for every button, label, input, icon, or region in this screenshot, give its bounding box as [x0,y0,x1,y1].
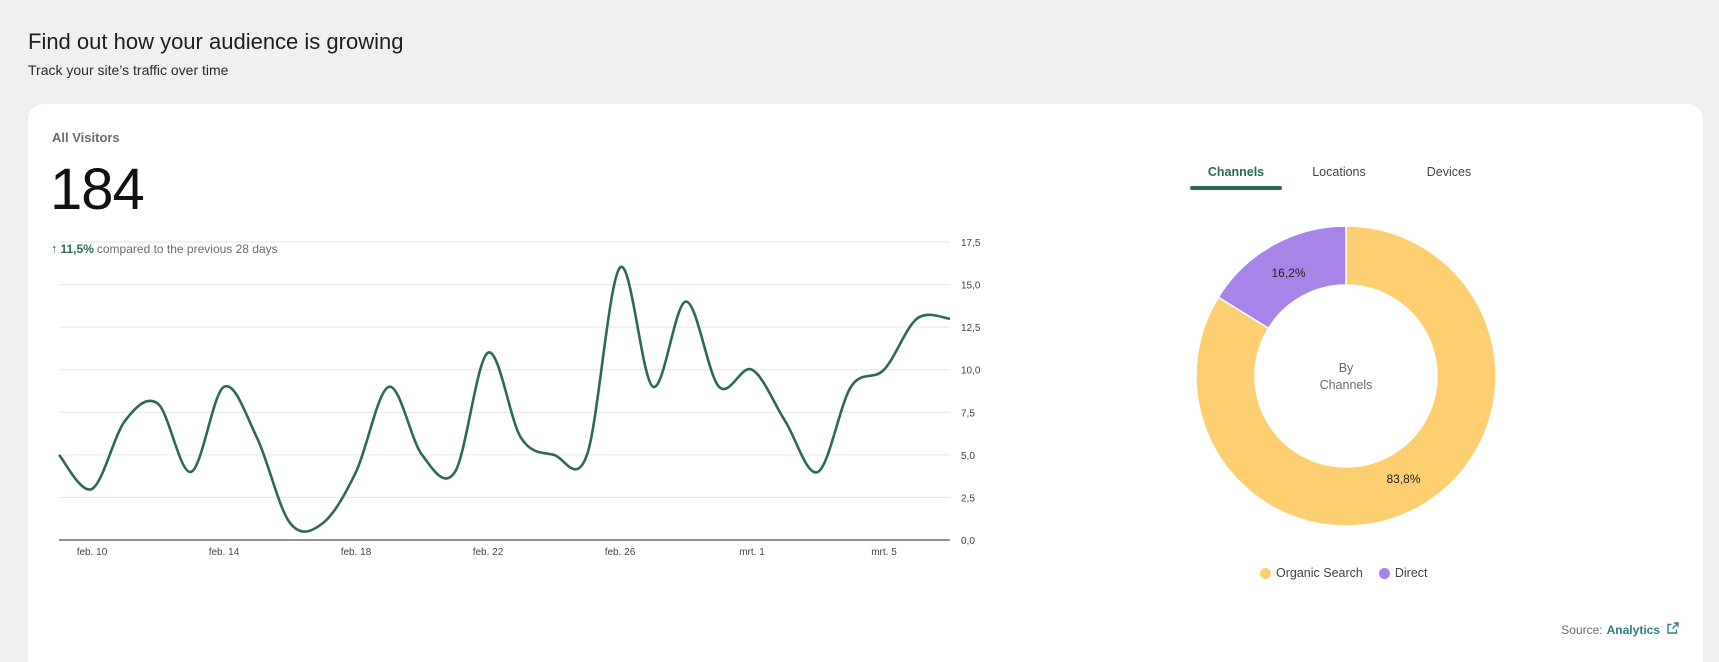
x-tick-label: mrt. 5 [871,547,897,558]
x-tick-label: feb. 10 [77,547,108,558]
slice-label: 16,2% [1271,266,1305,280]
metric-value: 184 [50,157,145,222]
y-tick-label: 5,0 [961,451,975,462]
legend-item[interactable]: Direct [1378,566,1428,580]
x-tick-label: feb. 18 [341,547,372,558]
comparison-text: compared to the previous 28 days [96,241,278,256]
x-tick-label: feb. 22 [473,547,504,558]
y-tick-label: 0,0 [961,536,975,547]
y-tick-label: 2,5 [961,493,975,504]
legend-swatch [1378,567,1390,579]
donut-legend: Organic Search Direct [1260,566,1428,580]
page-subtitle: Track your site’s traffic over time [28,62,229,78]
legend-label: Direct [1394,566,1428,580]
metric-label: All Visitors [52,130,120,145]
y-tick-label: 15,0 [961,281,981,292]
comparison-row: ↑ 11,5% compared to the previous 28 days [51,241,278,256]
arrow-up-icon: ↑ [51,241,58,256]
y-tick-label: 17,5 [961,238,981,249]
visitors-line-chart: 0,0 2,5 5,0 7,5 10,0 12,5 15,0 17,5 feb. 10 feb. … [57,238,981,558]
external-link-icon[interactable] [1667,622,1679,637]
page-title: Find out how your audience is growing [28,29,404,54]
y-tick-label: 10,0 [961,366,981,377]
donut-center-label: Channels [1320,378,1373,392]
x-tick-label: feb. 26 [605,547,636,558]
legend-swatch [1260,567,1271,579]
legend-label: Organic Search [1276,566,1363,580]
source-label: Source: [1561,622,1603,637]
analytics-link[interactable]: Analytics [1606,622,1660,637]
legend-item[interactable]: Organic Search [1260,566,1363,580]
breakdown-tabs: Channels Locations Devices [1190,154,1502,190]
visitors-card: All Visitors 184 ↑ 11,5% compared to the… [28,104,1703,662]
channels-donut-chart: 83,8% 16,2% By Channels [1196,226,1496,526]
slice-organic-search[interactable] [1196,226,1496,526]
change-percent: 11,5% [60,241,94,256]
tab-channels[interactable]: Channels [1190,154,1282,190]
slice-label: 83,8% [1386,472,1420,486]
tab-devices[interactable]: Devices [1426,165,1472,179]
x-tick-label: mrt. 1 [739,547,765,558]
slice-direct[interactable] [1217,226,1347,330]
visitors-series-line [57,265,951,533]
x-tick-label: feb. 14 [209,547,240,558]
donut-center-label: By [1339,361,1354,375]
y-tick-label: 12,5 [961,323,981,334]
tab-locations[interactable]: Locations [1312,165,1366,179]
source-row: Source: Analytics [1561,622,1679,637]
y-tick-label: 7,5 [961,408,975,419]
